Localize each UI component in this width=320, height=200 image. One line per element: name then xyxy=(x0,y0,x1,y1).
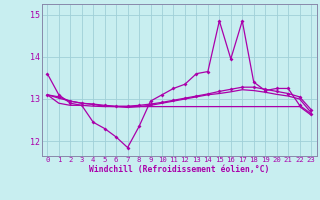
X-axis label: Windchill (Refroidissement éolien,°C): Windchill (Refroidissement éolien,°C) xyxy=(89,165,269,174)
